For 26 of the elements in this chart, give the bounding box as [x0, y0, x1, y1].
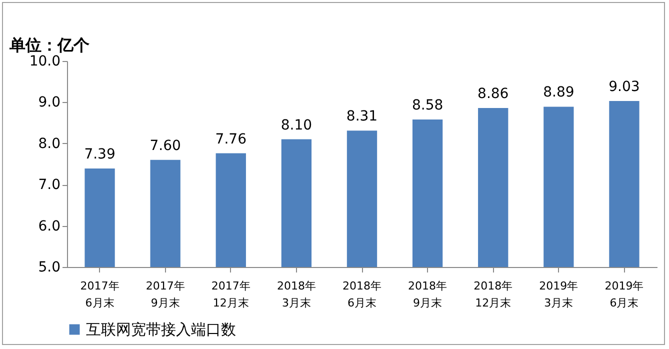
x-tick-label: 2017年 9月末 — [146, 280, 185, 310]
text: 7.39 — [84, 146, 116, 163]
y-tick-label: 7.0 — [38, 177, 60, 194]
y-tick-label: 5.0 — [38, 260, 60, 276]
text: 8.31 — [346, 108, 378, 125]
text: 7.60 — [150, 138, 181, 154]
x-tick-label: 2018年 9月末 — [408, 280, 448, 310]
text: 8.86 — [478, 86, 509, 102]
x-tick-label: 2018年 3月末 — [276, 280, 316, 310]
x-tick-label: 2017年 12月末 — [211, 280, 250, 310]
x-tick-label: 2018年 6月末 — [342, 280, 382, 310]
x-tick-label: 2018年 12月末 — [474, 280, 513, 310]
x-tick-label: 2019年 3月末 — [539, 280, 578, 310]
legend-label: 互联网宽带接入端口数 — [86, 320, 236, 338]
y-tick-label: 6.0 — [38, 218, 60, 234]
text: 8.89 — [543, 84, 574, 101]
x-tick-label: 2017年 6月末 — [80, 280, 120, 310]
x-tick-label: 2019年 6月末 — [604, 280, 644, 310]
y-tick-label: 8.0 — [38, 136, 60, 152]
text: 7.76 — [215, 131, 246, 148]
y-tick-label: 9.0 — [38, 94, 60, 111]
text: 8.58 — [412, 98, 444, 114]
y-tick-label: 10.0 — [29, 54, 60, 70]
text: 9.03 — [608, 78, 640, 95]
text: 8.10 — [280, 117, 312, 134]
y-axis-title: 单位：亿个 — [8, 36, 90, 54]
